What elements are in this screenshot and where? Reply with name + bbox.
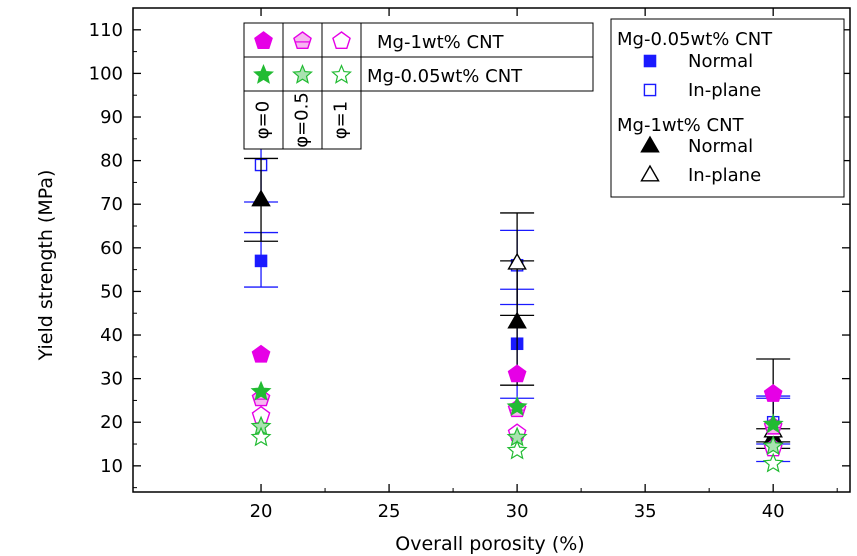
plot-frame — [132, 7, 851, 493]
legend-right-header: Mg-1wt% CNT — [617, 115, 745, 136]
legend-left-row-label: Mg-0.05wt% CNT — [367, 66, 523, 87]
y-axis-label: Yield strength (MPa) — [35, 170, 57, 362]
data-point — [506, 395, 528, 416]
data-point — [507, 252, 527, 270]
legend-left-column-label: φ=1 — [331, 101, 352, 139]
data-point — [250, 380, 272, 401]
y-tick-label: 50 — [100, 281, 123, 302]
x-tick-label: 20 — [250, 501, 273, 522]
legend-right-label: Normal — [688, 51, 753, 72]
y-tick-label: 100 — [89, 63, 123, 84]
y-tick-label: 60 — [100, 238, 123, 259]
legend-left-star-marker — [292, 63, 313, 84]
y-tick-label: 10 — [100, 456, 123, 477]
y-tick-label: 80 — [100, 151, 123, 172]
y-tick-label: 40 — [100, 325, 123, 346]
data-point — [762, 413, 784, 434]
data-point — [763, 384, 783, 402]
x-tick-label: 35 — [634, 501, 657, 522]
legend-right-label: Normal — [688, 136, 753, 157]
x-axis-label: Overall porosity (%) — [395, 533, 584, 555]
x-tick-label: 30 — [506, 501, 529, 522]
series-7 — [250, 380, 784, 434]
data-point — [254, 254, 268, 268]
y-tick-label: 110 — [89, 20, 123, 41]
x-tick-label: 25 — [378, 501, 401, 522]
data-point — [250, 426, 272, 447]
data-point — [507, 364, 527, 383]
y-tick-label: 30 — [100, 369, 123, 390]
legend-right-marker — [640, 135, 660, 153]
legend-left-rowlabel-box — [360, 56, 594, 92]
data-point — [762, 435, 784, 456]
data-point — [762, 452, 784, 473]
series-9 — [250, 426, 784, 473]
x-tick-label: 40 — [762, 501, 785, 522]
y-tick-label: 70 — [100, 194, 123, 215]
legend-right-marker — [640, 164, 660, 182]
legend-left-star-marker — [331, 63, 352, 84]
legend-left-rowlabel-box — [360, 22, 594, 58]
legend-left-pentagon-marker — [293, 31, 312, 49]
data-point — [507, 311, 527, 329]
legend-right-label: In-plane — [688, 165, 761, 186]
legend-left-row-label: Mg-1wt% CNT — [377, 32, 505, 53]
legend-right-label: In-plane — [688, 80, 761, 101]
legend-left-star-marker — [253, 63, 274, 84]
legend-right-marker — [643, 54, 657, 68]
legend-left-column-label: φ=0.5 — [292, 92, 313, 148]
y-tick-label: 90 — [100, 107, 123, 128]
series-8 — [250, 415, 784, 456]
legend-left-column-label: φ=0 — [253, 101, 274, 139]
series-4 — [251, 344, 783, 402]
legend-right-header: Mg-0.05wt% CNT — [617, 29, 773, 50]
data-point — [251, 189, 271, 207]
y-tick-label: 20 — [100, 412, 123, 433]
legend-right-marker — [643, 83, 657, 97]
legend-left-pentagon-marker — [332, 31, 351, 49]
legend-left-pentagon-marker — [254, 31, 273, 49]
data-point — [251, 344, 271, 363]
data-point — [506, 439, 528, 460]
